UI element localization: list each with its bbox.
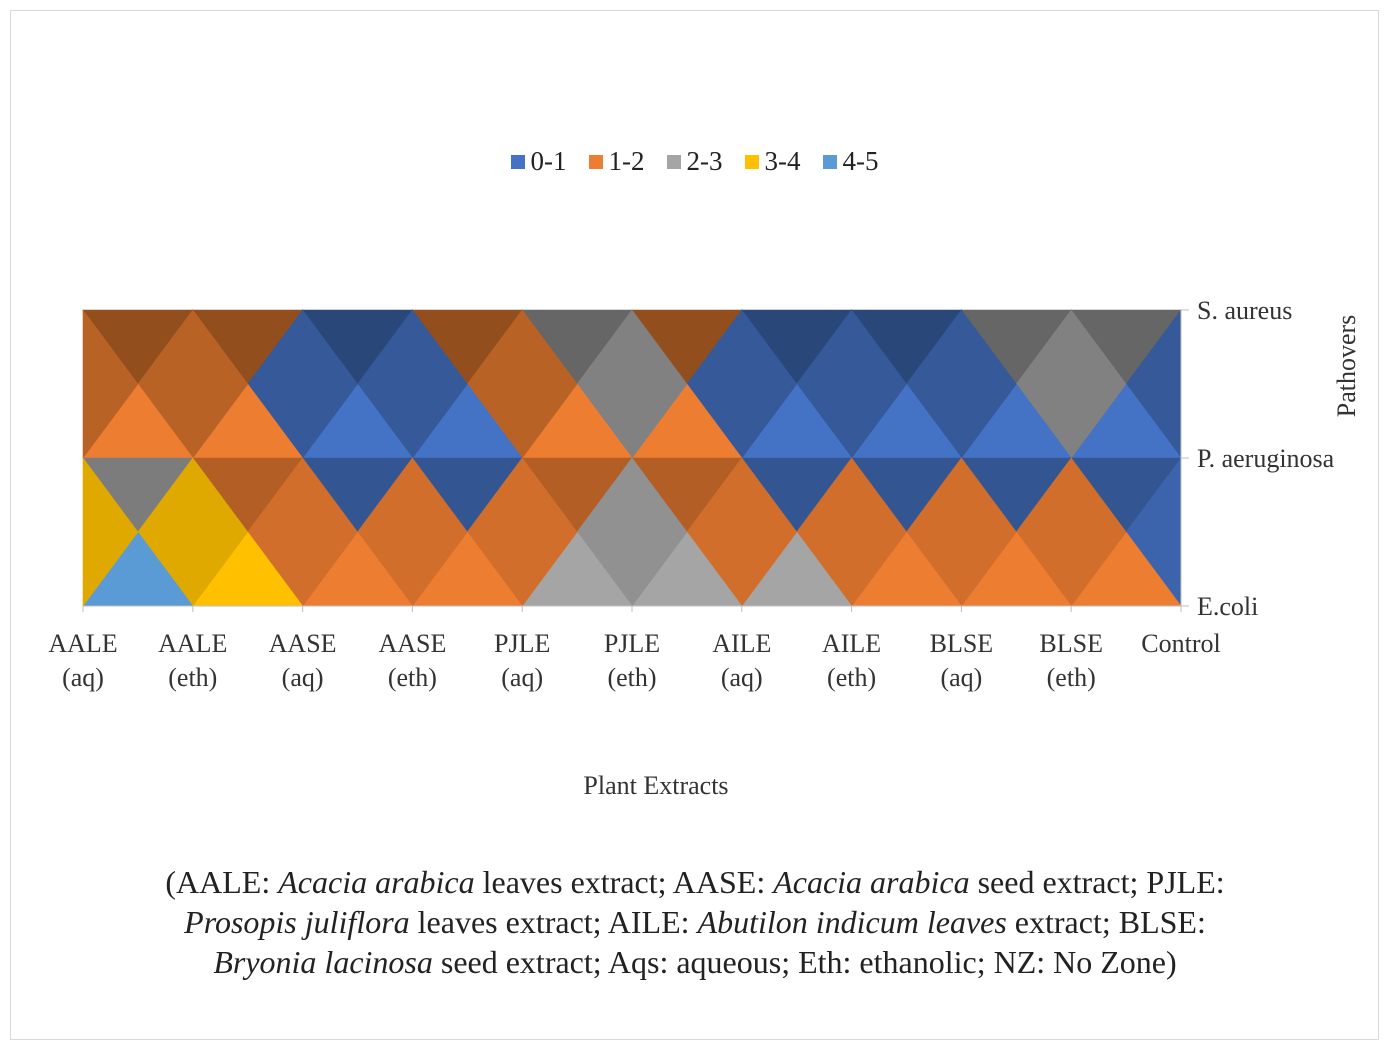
surface-facet <box>302 457 358 607</box>
x-axis-title: Plant Extracts <box>583 771 728 800</box>
caption-part: Prosopis juliflora <box>184 904 410 940</box>
caption-part: seed extract; Aqs: aqueous; Eth: ethanol… <box>432 944 1177 980</box>
caption-part: (AALE: <box>165 864 279 900</box>
legend-label: 0-1 <box>530 146 567 176</box>
surface-facet <box>1070 457 1127 607</box>
x-tick-label: PJLE (aq) <box>494 629 550 692</box>
x-tick-label: AALE (aq) <box>48 629 117 692</box>
surface-facet <box>412 309 468 459</box>
legend-item-4: 4-5 <box>822 146 879 177</box>
caption-part: Bryonia lacinosa <box>213 944 433 980</box>
surface-facet <box>851 457 907 607</box>
x-tick-label: AALE (eth) <box>158 629 227 692</box>
caption-part: seed extract; PJLE: <box>969 864 1225 900</box>
surface-facet <box>961 309 1017 459</box>
x-tick-label: AILE (aq) <box>712 629 771 692</box>
surface-facet <box>1070 309 1127 459</box>
legend-label: 1-2 <box>608 146 645 176</box>
caption-part: Abutilon indicum leaves <box>697 904 1007 940</box>
caption-part: leaves extract; AILE: <box>409 904 698 940</box>
caption-part: extract; BLSE: <box>1006 904 1206 940</box>
plot-area <box>82 309 1182 607</box>
y-tick-label: E.coli <box>1197 592 1258 621</box>
surface-facet <box>741 309 798 459</box>
surface-facet <box>961 457 1017 607</box>
x-tick-label: BLSE (eth) <box>1039 629 1103 692</box>
legend-swatch <box>666 154 681 169</box>
surface-facet <box>741 457 798 607</box>
x-tick-label: PJLE (eth) <box>604 629 660 692</box>
surface-facet <box>192 457 249 607</box>
figure-caption: (AALE: Acacia arabica leaves extract; AA… <box>150 862 1240 982</box>
legend-swatch <box>510 154 525 169</box>
x-tick-label: Control <box>1141 629 1220 658</box>
legend-swatch <box>744 154 759 169</box>
surface-facet <box>521 457 578 607</box>
x-tick-label: AILE (eth) <box>822 629 881 692</box>
surface-facet <box>631 457 688 607</box>
x-tick-label: BLSE (aq) <box>930 629 994 692</box>
surface-facet <box>82 309 139 459</box>
legend-item-3: 3-4 <box>744 146 801 177</box>
surface-facet <box>82 457 139 607</box>
caption-part: Acacia arabica <box>773 864 970 900</box>
surface-facet <box>302 309 358 459</box>
y-tick-label: S. aureus <box>1197 296 1292 325</box>
y-axis-title: Pathovers <box>1332 315 1361 418</box>
surface-facet <box>851 309 907 459</box>
surface-facet <box>412 457 468 607</box>
surface-facet <box>192 309 249 459</box>
legend-swatch <box>588 154 603 169</box>
legend-label: 3-4 <box>764 146 801 176</box>
caption-part: Acacia arabica <box>278 864 475 900</box>
y-tick-label: P. aeruginosa <box>1197 444 1335 473</box>
surface-facet <box>631 309 688 459</box>
legend-label: 2-3 <box>686 146 723 176</box>
legend-swatch <box>822 154 837 169</box>
legend-item-1: 1-2 <box>588 146 645 177</box>
legend-item-0: 0-1 <box>510 146 567 177</box>
surface-facet <box>521 309 578 459</box>
caption-part: leaves extract; AASE: <box>474 864 774 900</box>
legend-label: 4-5 <box>842 146 879 176</box>
legend-item-2: 2-3 <box>666 146 723 177</box>
x-tick-label: AASE (aq) <box>269 629 337 692</box>
chart-legend: 0-1 1-2 2-3 3-4 4-5 <box>0 146 1389 177</box>
x-tick-label: AASE (eth) <box>378 629 446 692</box>
chart-axes: AALE (aq) AALE (eth) AASE (aq) AASE (eth) PJLE (a… <box>48 296 1361 800</box>
